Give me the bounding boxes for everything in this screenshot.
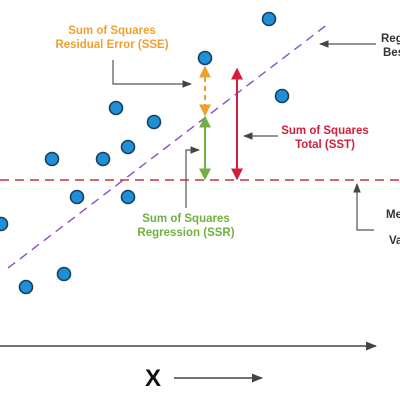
mean-label-line2: Va (389, 235, 400, 247)
best-fit-label-line1: Reg (381, 33, 400, 45)
x-axis-label: X (145, 365, 161, 392)
mean-label-line1: Me (386, 209, 400, 221)
sse-label-line2: Residual Error (SSE) (55, 39, 168, 51)
data-point (274, 88, 290, 104)
data-point (0, 216, 9, 232)
ssr-label-line2: Regression (SSR) (137, 227, 234, 239)
data-point (197, 50, 213, 66)
data-point (44, 151, 60, 167)
data-point (18, 279, 34, 295)
ssr-label-line1: Sum of Squares (142, 213, 230, 225)
data-point (108, 100, 124, 116)
best-fit-label-line2: Bes (383, 47, 400, 59)
sse-label-line1: Sum of Squares (68, 25, 156, 37)
sst-label-line1: Sum of Squares (281, 125, 369, 137)
ssr-connector (185, 146, 200, 208)
data-point (69, 189, 85, 205)
data-point (261, 11, 277, 27)
data-point (56, 266, 72, 282)
mean-connector (353, 183, 374, 231)
sst-label-line2: Total (SST) (295, 139, 355, 151)
regression-line (7, 23, 329, 269)
sse-connector (112, 60, 192, 88)
data-point (120, 139, 136, 155)
data-point (146, 114, 162, 130)
data-point (95, 151, 111, 167)
data-point (120, 189, 136, 205)
